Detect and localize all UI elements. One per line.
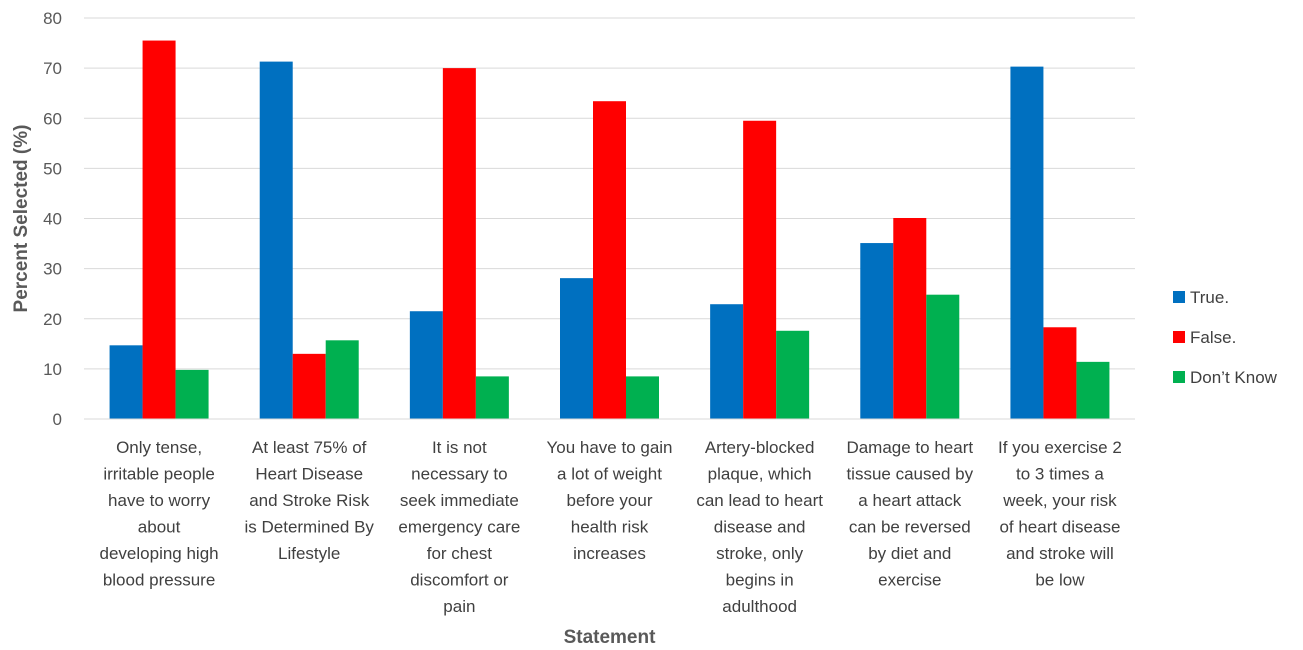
x-category-line: If you exercise 2 [998, 438, 1122, 457]
bar-2-6 [893, 217, 927, 419]
x-category-line: tissue caused by [846, 465, 973, 484]
bar-1-7 [1010, 66, 1044, 419]
x-category-line: be low [1035, 571, 1085, 590]
bar-3-4 [626, 376, 659, 419]
x-category-line: before your [567, 491, 653, 510]
legend-label: True. [1190, 288, 1229, 307]
x-category-line: have to worry [108, 491, 211, 510]
x-category-line: week, your risk [1002, 491, 1117, 510]
x-category-line: Only tense, [116, 438, 202, 457]
x-category-line: seek immediate [400, 491, 519, 510]
x-category-line: a heart attack [858, 491, 962, 510]
x-category-line: Lifestyle [278, 544, 340, 563]
legend-swatch-2 [1173, 331, 1185, 343]
x-category-line: a lot of weight [557, 465, 662, 484]
x-category-line: blood pressure [103, 571, 215, 590]
y-tick-label: 60 [43, 109, 62, 128]
y-tick-label: 10 [43, 360, 62, 379]
x-category-label: You have to gain a lot of weight before yo… [546, 438, 672, 563]
y-tick-label: 50 [43, 159, 62, 178]
x-category-line: developing high [100, 544, 219, 563]
bar-1-4 [560, 278, 593, 419]
bars [109, 40, 1110, 420]
y-tick-label: 30 [43, 260, 62, 279]
x-category-line: emergency care [398, 518, 520, 537]
x-category-line: can be reversed [849, 518, 971, 537]
x-category-line: health risk [571, 518, 649, 537]
x-category-line: about [138, 518, 181, 537]
x-category-label: At least 75% of Heart Disease and Stroke R… [244, 438, 374, 563]
bar-2-5 [743, 120, 777, 419]
legend-swatch-1 [1173, 291, 1185, 303]
x-axis-title: Statement [564, 627, 657, 648]
x-category-line: begins in [726, 571, 794, 590]
x-category-line: for chest [427, 544, 492, 563]
bar-3-1 [175, 369, 209, 419]
bar-2-7 [1043, 327, 1077, 419]
x-category-line: and Stroke Risk [249, 491, 369, 510]
x-category-line: You have to gain [546, 438, 672, 457]
bar-1-2 [259, 61, 293, 419]
y-tick-label: 80 [43, 9, 62, 28]
x-category-line: adulthood [722, 597, 797, 616]
x-category-line: increases [573, 544, 646, 563]
bar-3-7 [1076, 361, 1110, 419]
x-category-label: If you exercise 2 to 3 times a week, your … [998, 438, 1122, 590]
bar-3-5 [776, 330, 810, 419]
bar-1-1 [109, 345, 143, 419]
x-category-line: Heart Disease [255, 465, 363, 484]
legend-label: False. [1190, 328, 1236, 347]
y-tick-label: 40 [43, 210, 62, 229]
x-category-line: At least 75% of [252, 438, 367, 457]
x-category-line: Artery-blocked [705, 438, 815, 457]
x-category-label: Artery-blocked plaque, which can lead to h… [696, 438, 823, 616]
x-category-line: stroke, only [716, 544, 803, 563]
x-category-line: disease and [714, 518, 806, 537]
x-category-label: Only tense, irritable people have to worry… [100, 438, 219, 590]
bar-2-1 [142, 40, 176, 420]
x-axis-categories: Only tense, irritable people have to worry… [100, 438, 1122, 616]
bar-3-2 [325, 340, 359, 419]
bar-1-3 [409, 311, 443, 419]
x-category-line: necessary to [411, 465, 507, 484]
bar-2-3 [442, 68, 476, 419]
bar-1-5 [710, 304, 744, 419]
x-category-line: of heart disease [999, 518, 1120, 537]
x-category-label: It is not necessary to seek immediate emerg… [398, 438, 520, 616]
x-category-line: by diet and [868, 544, 951, 563]
x-category-line: is Determined By [244, 518, 374, 537]
x-category-line: exercise [878, 571, 941, 590]
x-category-line: and stroke will [1006, 544, 1114, 563]
bar-2-4 [593, 101, 626, 420]
bar-1-6 [860, 243, 894, 419]
y-axis-ticks: 0 10 20 30 40 50 60 70 80 [43, 9, 62, 429]
x-category-line: irritable people [103, 465, 215, 484]
bar-2-2 [292, 353, 326, 419]
y-tick-label: 0 [53, 410, 62, 429]
bar-3-6 [926, 294, 960, 419]
legend-label: Don’t Know [1190, 368, 1278, 387]
x-category-line: pain [443, 597, 475, 616]
y-tick-label: 70 [43, 59, 62, 78]
y-tick-label: 20 [43, 310, 62, 329]
x-category-line: It is not [432, 438, 487, 457]
x-category-line: to 3 times a [1016, 465, 1104, 484]
x-category-line: can lead to heart [696, 491, 823, 510]
legend: True. False. Don’t Know [1173, 288, 1278, 387]
bar-3-3 [475, 376, 509, 419]
legend-swatch-3 [1173, 371, 1185, 383]
x-category-line: Damage to heart [846, 438, 973, 457]
y-axis-title: Percent Selected (%) [11, 125, 32, 313]
x-category-label: Damage to heart tissue caused by a heart a… [846, 438, 973, 590]
x-category-line: plaque, which [708, 465, 812, 484]
x-category-line: discomfort or [410, 571, 509, 590]
